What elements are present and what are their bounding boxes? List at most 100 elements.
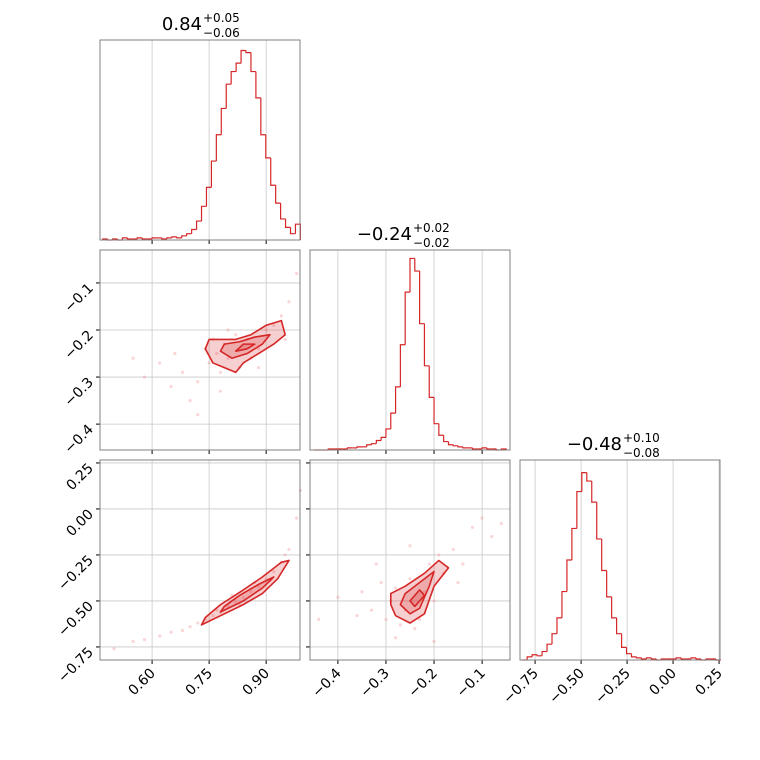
histogram-bin (457, 445, 463, 448)
histogram-bin (289, 227, 296, 235)
sample-point (207, 361, 211, 365)
histogram-bin (675, 657, 682, 659)
histogram-bin (486, 447, 492, 450)
sample-point (408, 544, 412, 548)
y-tick-label: −0.25 (55, 552, 97, 594)
histogram-bin (650, 657, 657, 660)
y-tick-label: −0.3 (61, 375, 96, 410)
contour (219, 576, 275, 613)
y-tick-label: 0.25 (63, 460, 96, 493)
histogram-bin (230, 70, 237, 85)
histogram-bin (191, 228, 197, 234)
title-value: −0.48 (567, 434, 622, 455)
histogram-bin (635, 656, 642, 659)
histogram-bin (161, 237, 167, 240)
y-tick-label: −0.75 (55, 644, 97, 686)
sample-point (211, 614, 215, 618)
histogram-bin (280, 203, 286, 220)
sample-point (249, 590, 253, 594)
histogram-bin (200, 205, 207, 222)
histogram-bin (428, 365, 435, 398)
sample-point (226, 356, 230, 360)
histogram-bin (630, 653, 637, 658)
histogram-bin (611, 596, 617, 619)
panel-frame (519, 459, 721, 661)
sample-point (142, 637, 147, 642)
histogram-bin (566, 559, 572, 592)
histogram-bin (680, 657, 687, 660)
sample-point (188, 625, 192, 629)
y-tick-label: 0.00 (63, 506, 96, 539)
sample-point (169, 384, 173, 389)
sample-point (451, 547, 455, 552)
histogram-bin (546, 643, 553, 652)
panel-frame (99, 249, 301, 451)
histogram-bin (385, 428, 391, 438)
sample-point (432, 639, 436, 644)
contour (204, 319, 286, 374)
sample-point (256, 347, 261, 351)
histogram-bin (452, 444, 459, 447)
histogram-bin (181, 235, 187, 238)
histogram-bin (245, 50, 251, 54)
sample-point (294, 271, 299, 276)
histogram-bin (409, 257, 415, 293)
histogram-bin (443, 435, 449, 443)
sample-point (196, 413, 200, 417)
sample-point (480, 516, 484, 520)
sample-point (294, 516, 299, 520)
sample-point (418, 617, 422, 621)
histogram-bin (370, 443, 377, 445)
title-lower: −0.08 (623, 446, 660, 460)
histogram-bin (141, 237, 148, 240)
x-tick-label: −0.50 (546, 666, 588, 708)
sample-point (226, 328, 230, 332)
sample-point (158, 634, 162, 638)
histogram-bin (220, 107, 227, 135)
histogram-bin (380, 436, 386, 441)
title-value: 0.84 (162, 14, 202, 35)
sample-point (355, 614, 359, 618)
histogram-bin (695, 657, 702, 660)
histogram-bin (447, 441, 454, 446)
histogram-bin (284, 218, 291, 228)
histogram-bin (176, 236, 182, 239)
histogram-bin (235, 62, 242, 72)
histogram-bin (438, 423, 444, 436)
histogram-bin (366, 444, 372, 447)
histogram-bin (195, 220, 202, 230)
histogram-bin (136, 237, 143, 239)
histogram-bin (433, 397, 439, 425)
histogram-bin (419, 271, 425, 325)
histogram-bin (556, 617, 562, 634)
sample-point (374, 562, 378, 566)
histogram-bin (356, 446, 362, 448)
panel-frame (309, 459, 511, 661)
histogram-bin (606, 570, 612, 598)
histogram-bin (186, 233, 192, 236)
sample-point (169, 630, 173, 634)
histogram-bin (591, 481, 597, 503)
histogram-bin (260, 97, 266, 136)
histogram-bin (625, 647, 632, 655)
histogram-bin (500, 448, 507, 450)
x-tick-label: −0.75 (500, 666, 542, 708)
histogram-bin (640, 657, 647, 660)
sample-point (283, 337, 287, 342)
sample-point (279, 314, 283, 318)
title-value: −0.24 (357, 224, 412, 245)
histogram-bin (551, 633, 557, 645)
histogram-bin (531, 654, 538, 657)
sample-point (379, 580, 383, 585)
sample-point (490, 534, 494, 539)
histogram-bin (250, 52, 256, 73)
title-lower: −0.02 (413, 236, 450, 250)
histogram-bin (399, 344, 406, 387)
histogram-bin (481, 447, 487, 449)
title-upper: +0.02 (413, 221, 450, 235)
histogram-bin (601, 538, 607, 572)
sample-point (422, 590, 427, 594)
histogram-bin (645, 657, 652, 659)
sample-point (218, 389, 223, 393)
